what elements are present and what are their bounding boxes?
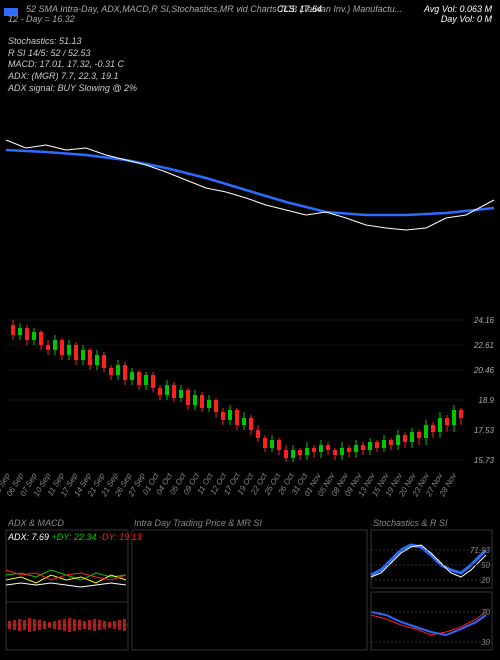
stat-adx: ADX: (MGR) 7.7, 22.3, 19.1	[8, 71, 137, 83]
svg-text:17.53: 17.53	[474, 426, 495, 435]
svg-text:24.16: 24.16	[473, 316, 495, 325]
svg-text:ADX & MACD: ADX & MACD	[7, 518, 65, 528]
stat-rsi: R SI 14/5: 52 / 52.53	[8, 48, 137, 60]
chart-canvas: 24.1622.6120.4618.917.5315.73 03 Sep06 S…	[0, 0, 500, 660]
stats-block: Stochastics: 51.13 R SI 14/5: 52 / 52.53…	[8, 36, 137, 94]
svg-text:20.46: 20.46	[473, 366, 495, 375]
cls-value: CLS: 17.64	[277, 4, 322, 14]
svg-text:Stochastics & R SI: Stochastics & R SI	[373, 518, 448, 528]
svg-text:Intra Day Trading Price & MR: Intra Day Trading Price & MR SI	[134, 518, 262, 528]
svg-text:71.93: 71.93	[470, 546, 491, 555]
svg-text:70: 70	[481, 608, 490, 617]
svg-text:20: 20	[480, 576, 490, 585]
svg-text:22.61: 22.61	[473, 341, 494, 350]
stat-macd: MACD: 17.01, 17.32, -0.31 C	[8, 59, 137, 71]
svg-text:50: 50	[481, 561, 490, 570]
svg-text:ADX: 7.69 +DY: 22.34 -DY: 19.1: ADX: 7.69 +DY: 22.34 -DY: 19.13	[7, 532, 142, 542]
svg-text:18.9: 18.9	[478, 396, 494, 405]
header-right: CLS: 17.64 Avg Vol: 0.063 M Day Vol: 0 M	[424, 4, 492, 24]
header-line2: 12 - Day = 16.32	[8, 14, 75, 24]
stat-signal: ADX signal: BUY Slowing @ 2%	[8, 83, 137, 95]
stat-stoch: Stochastics: 51.13	[8, 36, 137, 48]
avg-vol: Avg Vol: 0.063 M	[424, 4, 492, 14]
svg-text:30: 30	[481, 638, 490, 647]
svg-text:15.73: 15.73	[474, 456, 495, 465]
day-vol: Day Vol: 0 M	[424, 14, 492, 24]
header-line1: 52 SMA Intra-Day, ADX,MACD,R SI,Stochast…	[26, 4, 402, 14]
